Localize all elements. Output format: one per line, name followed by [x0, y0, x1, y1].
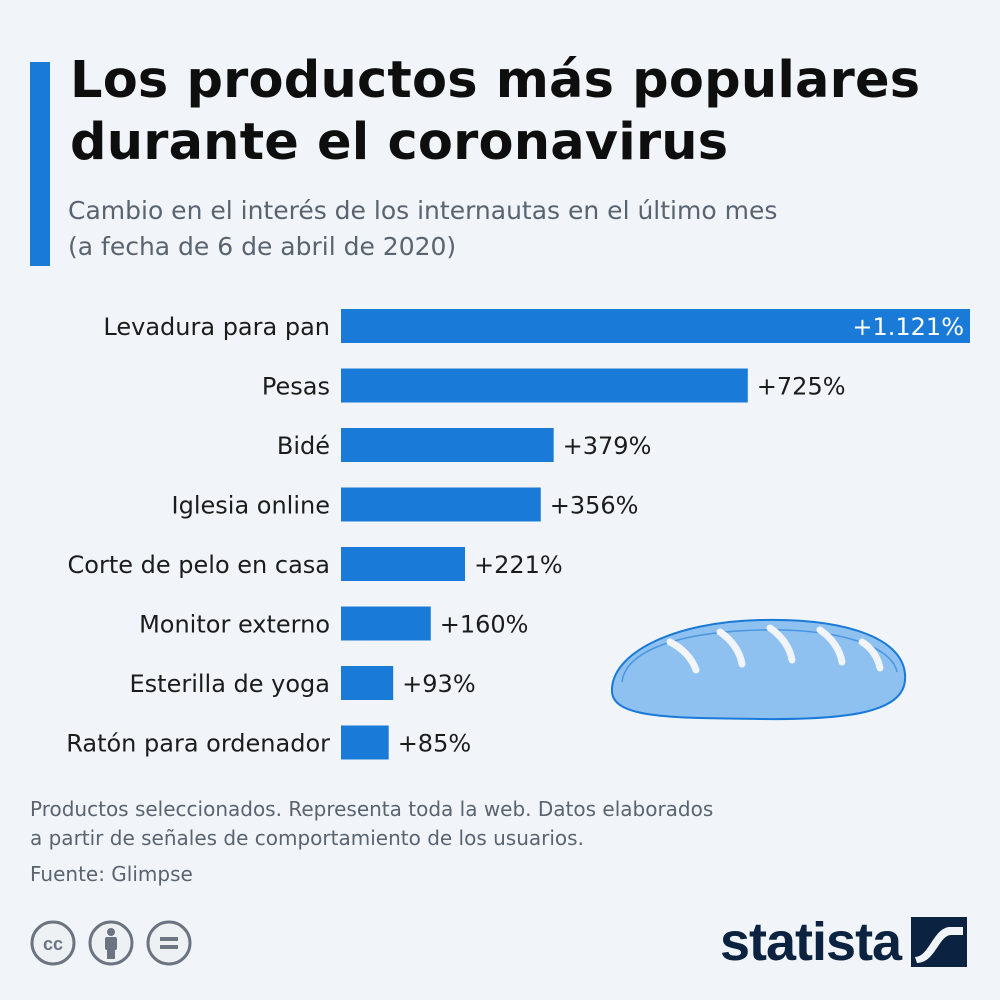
footnote-line-1: Productos seleccionados. Representa toda… — [30, 797, 714, 821]
category-label: Ratón para ordenador — [66, 730, 330, 758]
svg-text:cc: cc — [43, 934, 63, 954]
value-label: +1.121% — [852, 313, 964, 341]
value-label: +221% — [474, 551, 563, 579]
bar — [341, 309, 970, 343]
category-label: Levadura para pan — [103, 313, 330, 341]
footnote: Productos seleccionados. Representa toda… — [30, 795, 850, 853]
attribution-icon[interactable] — [88, 920, 134, 966]
chart-title: Los productos más populares durante el c… — [70, 50, 970, 174]
category-label: Pesas — [262, 373, 330, 401]
value-label: +85% — [398, 730, 471, 758]
category-label: Iglesia online — [172, 492, 330, 520]
category-label: Bidé — [277, 432, 330, 460]
category-label: Corte de pelo en casa — [68, 551, 330, 579]
bar — [341, 428, 554, 462]
no-derivatives-icon[interactable] — [146, 920, 192, 966]
bread-loaf-icon — [610, 618, 907, 721]
bar-chart: Levadura para pan +1.121% Pesas +725% Bidé +3… — [66, 309, 970, 760]
bar — [341, 606, 431, 641]
statista-logo[interactable]: statista — [720, 912, 968, 972]
subtitle-line-2: (a fecha de 6 de abril de 2020) — [68, 232, 457, 261]
subtitle-line-1: Cambio en el interés de los internautas … — [68, 196, 778, 225]
statista-mark-icon — [911, 917, 968, 967]
footnote-line-2: a partir de señales de comportamiento de… — [30, 826, 584, 850]
bar — [341, 725, 389, 760]
value-label: +93% — [402, 670, 475, 698]
bar — [341, 666, 394, 700]
title-accent-bar — [30, 62, 50, 266]
source-note: Fuente: Glimpse — [30, 862, 193, 886]
value-label: +160% — [440, 611, 529, 639]
category-label: Esterilla de yoga — [129, 670, 330, 698]
category-label: Monitor externo — [139, 611, 330, 639]
license-icons: cc — [30, 920, 192, 966]
title-line-1: Los productos más populares — [70, 51, 921, 110]
value-label: +379% — [563, 432, 652, 460]
brand-wordmark: statista — [720, 912, 902, 972]
cc-icon[interactable]: cc — [30, 920, 76, 966]
bar — [341, 547, 466, 581]
bar — [341, 368, 748, 403]
chart-subtitle: Cambio en el interés de los internautas … — [68, 193, 968, 265]
value-label: +356% — [550, 492, 639, 520]
value-label: +725% — [757, 373, 846, 401]
bar — [341, 487, 541, 522]
title-line-2: durante el coronavirus — [70, 113, 729, 172]
